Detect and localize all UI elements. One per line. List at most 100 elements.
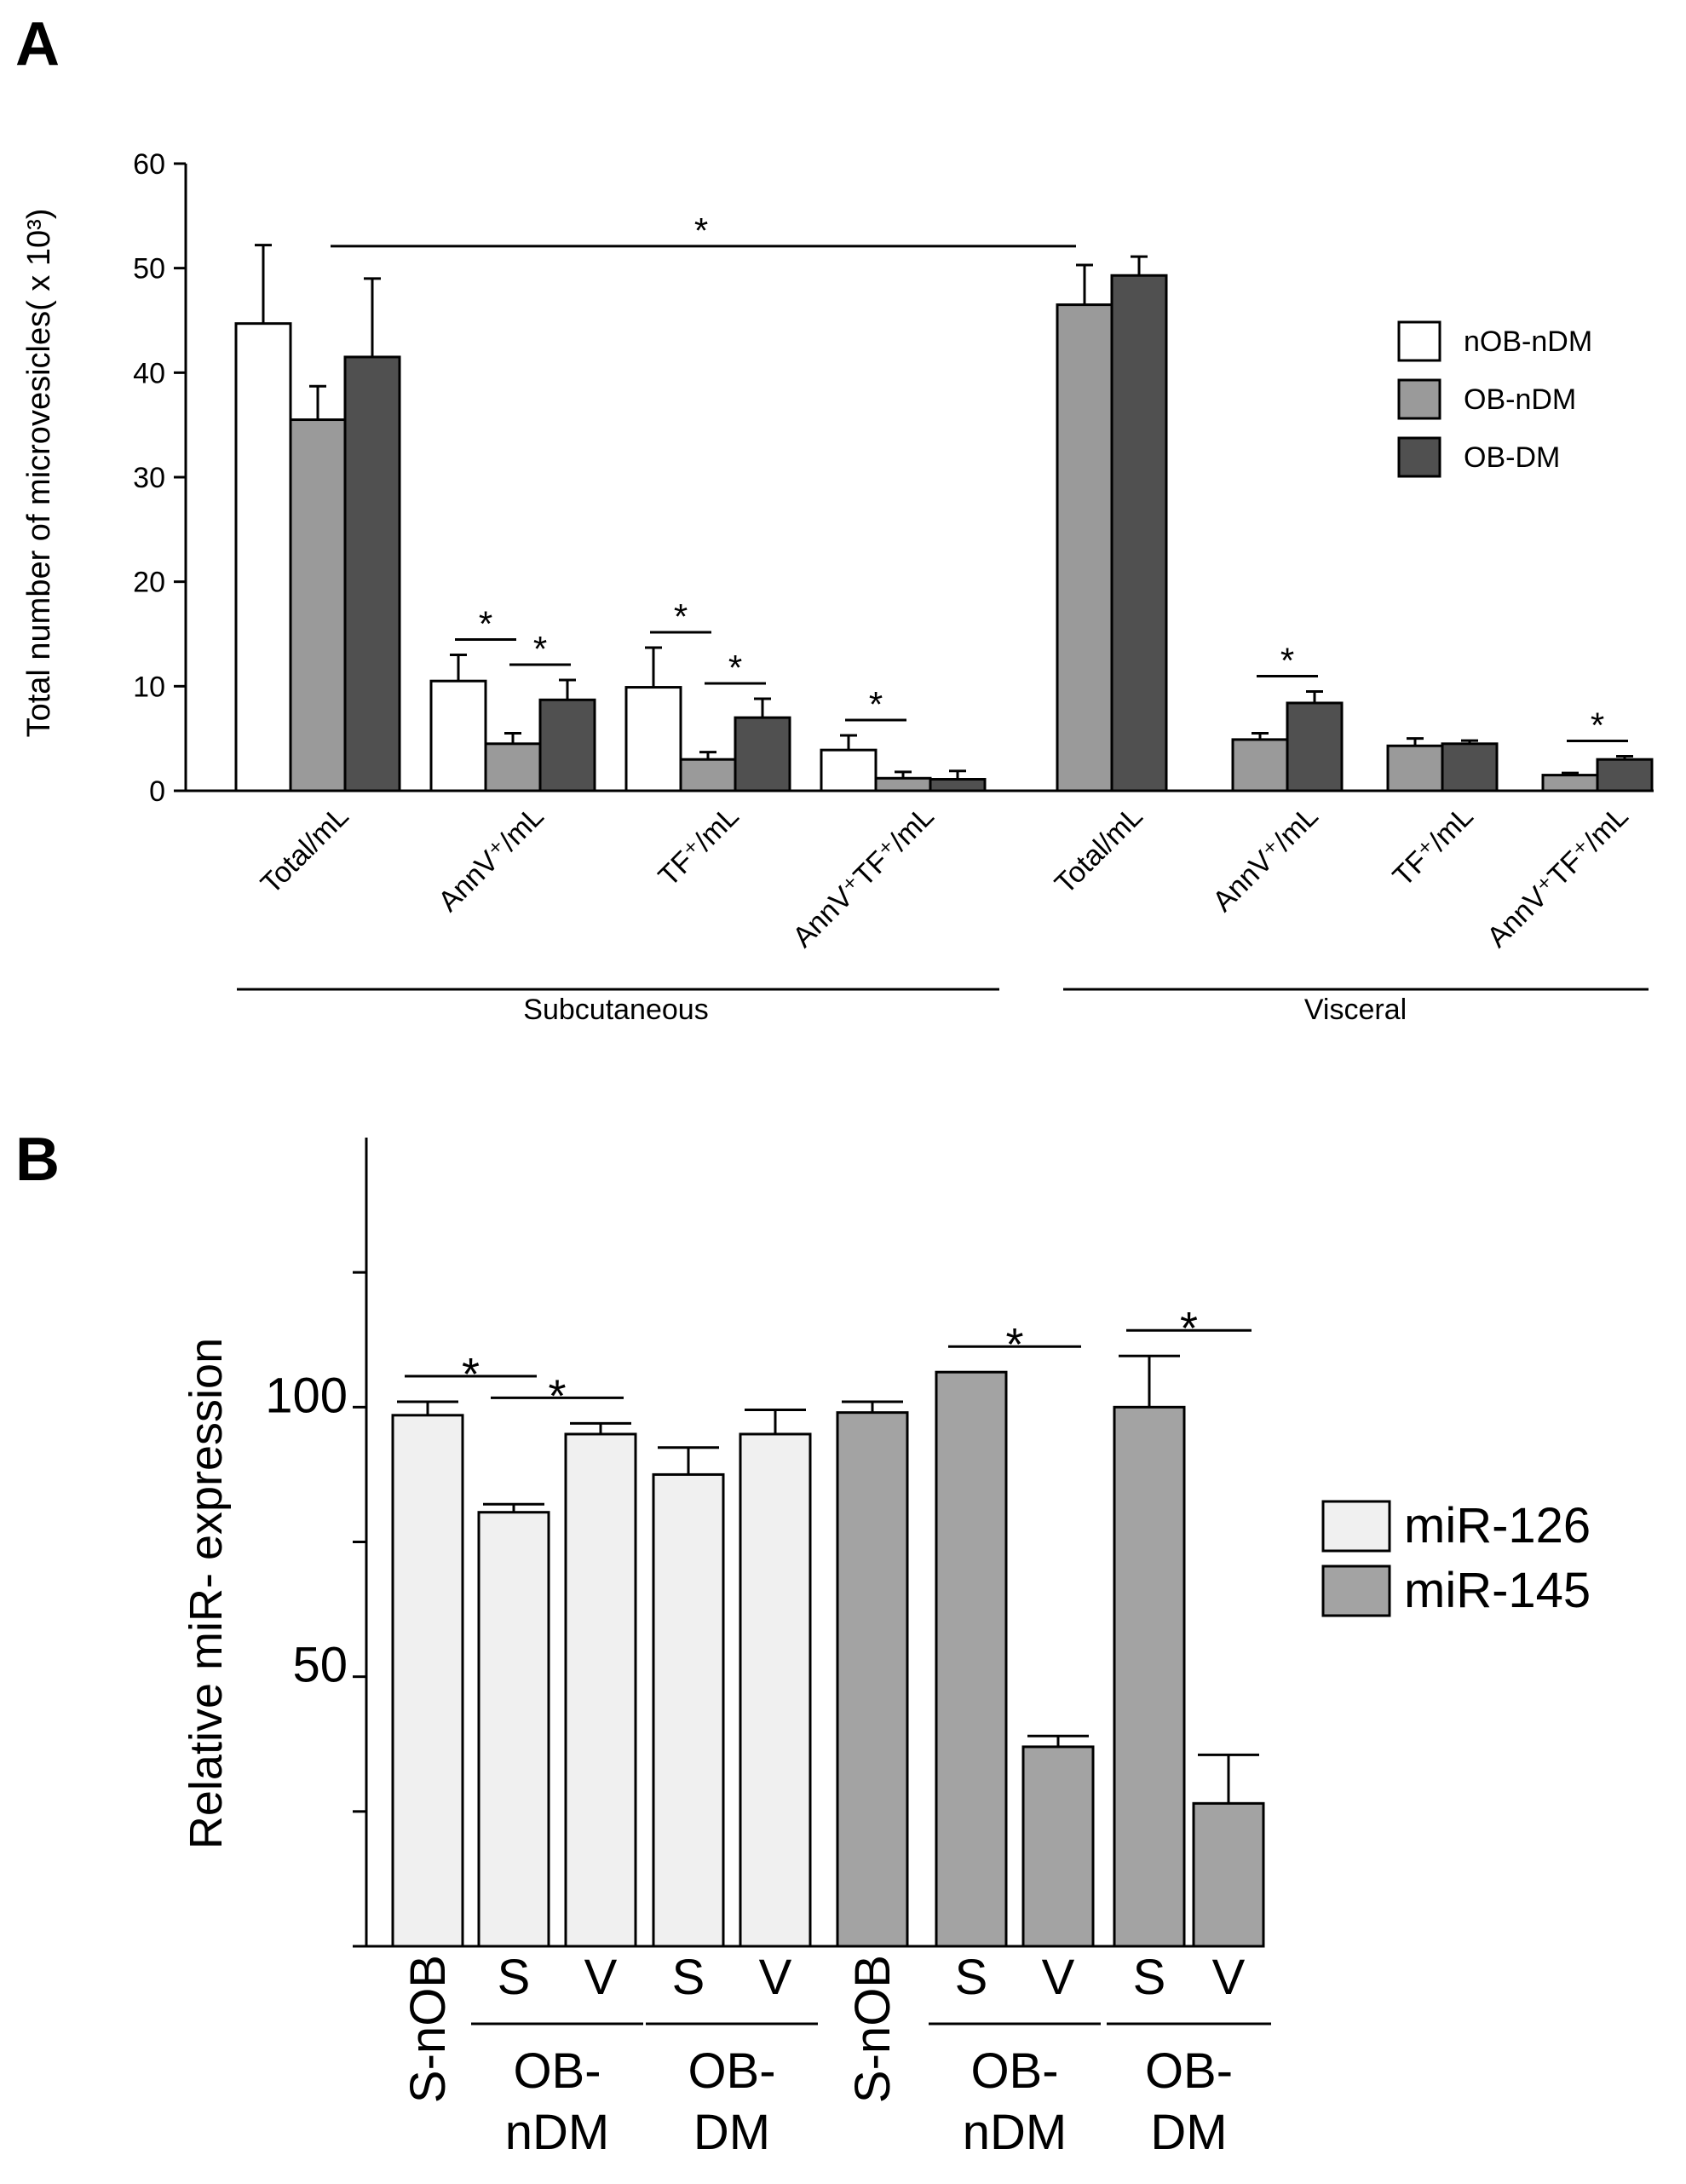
category-label: AnnV⁺/mL: [432, 800, 550, 918]
legend-swatch-mir-145: [1321, 1565, 1391, 1617]
bar-ob-dm: [1596, 758, 1654, 792]
group-label: nDM: [963, 2105, 1067, 2160]
legend-label-ob-dm: OB-DM: [1464, 441, 1560, 474]
bar-ob-dm: [343, 355, 401, 792]
bar-mir-126: [652, 1472, 725, 1948]
bar-ob-ndm: [1541, 774, 1599, 792]
category-label: S: [955, 1950, 988, 2005]
bar-ob-ndm: [1056, 303, 1113, 792]
bar-nob-ndm: [624, 686, 682, 792]
bar-mir-126: [391, 1414, 464, 1948]
bar-ob-ndm: [1386, 744, 1444, 792]
group-label: DM: [1150, 2105, 1227, 2160]
panel-a-legend: nOB-nDM OB-nDM OB-DM: [1397, 320, 1592, 478]
panel-a-group-labels: Subcutaneous Visceral: [237, 988, 1649, 1026]
panel-b-significance: * * * *: [405, 1303, 1252, 1421]
significance-star: *: [462, 1349, 480, 1400]
category-label: V: [759, 1950, 792, 2005]
category-label: V: [1212, 1950, 1246, 2005]
category-label: V: [1042, 1950, 1075, 2005]
bar-ob-ndm: [1231, 738, 1289, 792]
bar-ob-ndm: [484, 742, 542, 792]
category-label: Total/mL: [1049, 800, 1149, 901]
significance-star: *: [869, 684, 883, 724]
panel-a-letter: A: [15, 10, 60, 78]
panel-a-ylabel-wrap: Total number of microvesicles( x 10³): [21, 209, 57, 738]
significance-star: *: [1591, 706, 1604, 746]
y-tick-label: 40: [133, 357, 165, 389]
bar-ob-ndm: [874, 776, 932, 792]
y-tick-label: 30: [133, 462, 165, 494]
bar-ob-dm: [929, 778, 987, 792]
group-label-visceral: Visceral: [1304, 994, 1407, 1026]
legend-label-ob-ndm: OB-nDM: [1464, 383, 1576, 416]
panel-a-bars: [234, 244, 1654, 792]
bar-mir-145: [1021, 1745, 1095, 1948]
panel-a-ylabel: Total number of microvesicles( x 10³): [21, 209, 57, 738]
significance-star: *: [1180, 1303, 1198, 1354]
y-tick-label: 50: [133, 253, 165, 285]
significance-star: *: [1005, 1319, 1023, 1370]
significance-star: *: [728, 648, 742, 688]
category-label: TF⁺/mL: [653, 800, 745, 893]
bar-mir-126: [477, 1511, 550, 1948]
group-label: DM: [693, 2105, 770, 2160]
legend-swatch-nob-ndm: [1397, 320, 1441, 362]
bar-mir-126: [739, 1432, 812, 1948]
group-label-subcutaneous: Subcutaneous: [523, 994, 708, 1026]
bar-ob-dm: [538, 698, 596, 792]
bar-nob-ndm: [429, 679, 487, 792]
group-label: OB-: [970, 2043, 1058, 2099]
bar-mir-126: [564, 1432, 637, 1948]
panel-a-significance: * * * * * * * *: [331, 210, 1628, 746]
y-tick-label: 100: [265, 1368, 348, 1423]
category-label: AnnV⁺TF⁺/mL: [1481, 800, 1635, 954]
bar-ob-dm: [734, 716, 791, 792]
bar-nob-ndm: [820, 748, 878, 792]
bar-mir-145: [836, 1411, 909, 1948]
bar-mir-145: [935, 1370, 1008, 1948]
bar-ob-ndm: [289, 418, 347, 792]
y-tick-label: 50: [292, 1638, 348, 1693]
legend-label-nob-ndm: nOB-nDM: [1464, 326, 1592, 358]
panel-a: A Total number of microvesicles( x 10³) …: [15, 10, 1654, 1026]
category-label: Total/mL: [255, 800, 355, 901]
category-label: V: [584, 1950, 618, 2005]
category-label: S: [672, 1950, 705, 2005]
bar-ob-dm: [1286, 701, 1344, 792]
panel-b-ylabel: Relative miR- expression: [181, 1338, 232, 1849]
significance-star: *: [548, 1370, 566, 1421]
legend-label-mir-145: miR-145: [1404, 1563, 1591, 1618]
group-label: OB-: [1145, 2043, 1233, 2099]
group-label: OB-: [688, 2043, 775, 2099]
significance-star: *: [674, 596, 688, 637]
category-label: AnnV⁺TF⁺/mL: [786, 800, 941, 954]
significance-star: *: [479, 604, 492, 644]
significance-star: *: [533, 629, 547, 669]
y-tick-label: 0: [149, 775, 165, 808]
legend-swatch-ob-dm: [1397, 436, 1441, 478]
y-tick-label: 20: [133, 567, 165, 599]
bar-ob-dm: [1110, 274, 1168, 792]
significance-star: *: [694, 210, 708, 251]
category-label: S-nOB: [845, 1955, 901, 2103]
bar-nob-ndm: [234, 322, 292, 792]
bar-mir-145: [1192, 1801, 1265, 1948]
legend-swatch-mir-126: [1321, 1500, 1391, 1553]
group-label: OB-: [513, 2043, 601, 2099]
y-tick-label: 60: [133, 148, 165, 181]
legend-label-mir-126: miR-126: [1404, 1498, 1591, 1553]
significance-star: *: [1280, 640, 1294, 680]
y-tick-label: 10: [133, 671, 165, 703]
panel-b-legend: miR-126 miR-145: [1321, 1498, 1591, 1618]
bar-mir-145: [1113, 1405, 1186, 1948]
panel-b-letter: B: [15, 1126, 60, 1194]
category-label: TF⁺/mL: [1387, 800, 1480, 893]
bar-ob-dm: [1441, 742, 1499, 792]
bar-ob-ndm: [679, 758, 737, 792]
group-label: nDM: [505, 2105, 609, 2160]
panel-b-bars: [391, 1354, 1265, 1948]
panel-b: B Relative miR- expression 50 100 * * * * S-…: [15, 1126, 1591, 2160]
